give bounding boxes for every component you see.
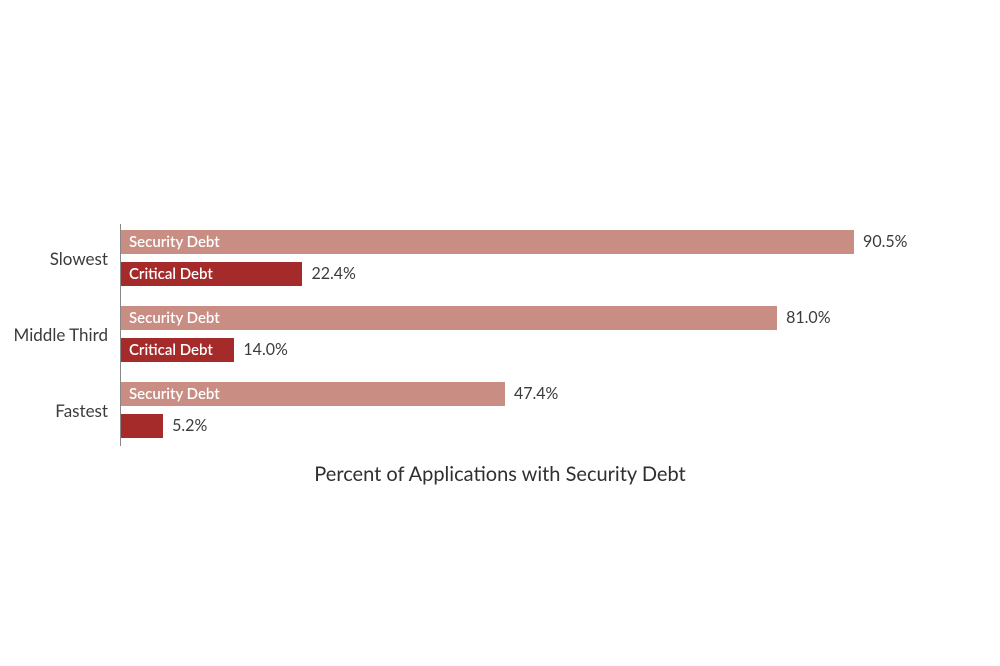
category-label-middle-third: Middle Third (0, 324, 108, 345)
bar-inner-label: Security Debt (121, 309, 220, 327)
bar-value-label: 14.0% (243, 338, 287, 362)
bar-middle-security: Security Debt (121, 306, 777, 330)
bar-value-label: 5.2% (172, 414, 207, 438)
y-axis-line (120, 224, 121, 446)
category-label-slowest: Slowest (0, 248, 108, 269)
bar-fastest-security: Security Debt (121, 382, 505, 406)
bar-inner-label: Security Debt (121, 385, 220, 403)
security-debt-chart: Slowest Security Debt 90.5% Critical Deb… (0, 0, 1000, 666)
bar-value-label: 22.4% (311, 262, 355, 286)
bar-inner-label: Critical Debt (121, 341, 213, 359)
x-axis-title: Percent of Applications with Security De… (0, 462, 1000, 486)
bar-middle-critical: Critical Debt (121, 338, 234, 362)
bar-slowest-security: Security Debt (121, 230, 854, 254)
bar-value-label: 90.5% (863, 230, 907, 254)
bar-inner-label: Critical Debt (121, 265, 213, 283)
plot-area: Slowest Security Debt 90.5% Critical Deb… (120, 230, 930, 440)
bar-value-label: 47.4% (514, 382, 558, 406)
bar-fastest-critical (121, 414, 163, 438)
category-label-fastest: Fastest (0, 400, 108, 421)
bar-value-label: 81.0% (786, 306, 830, 330)
bar-inner-label: Security Debt (121, 233, 220, 251)
bar-slowest-critical: Critical Debt (121, 262, 302, 286)
